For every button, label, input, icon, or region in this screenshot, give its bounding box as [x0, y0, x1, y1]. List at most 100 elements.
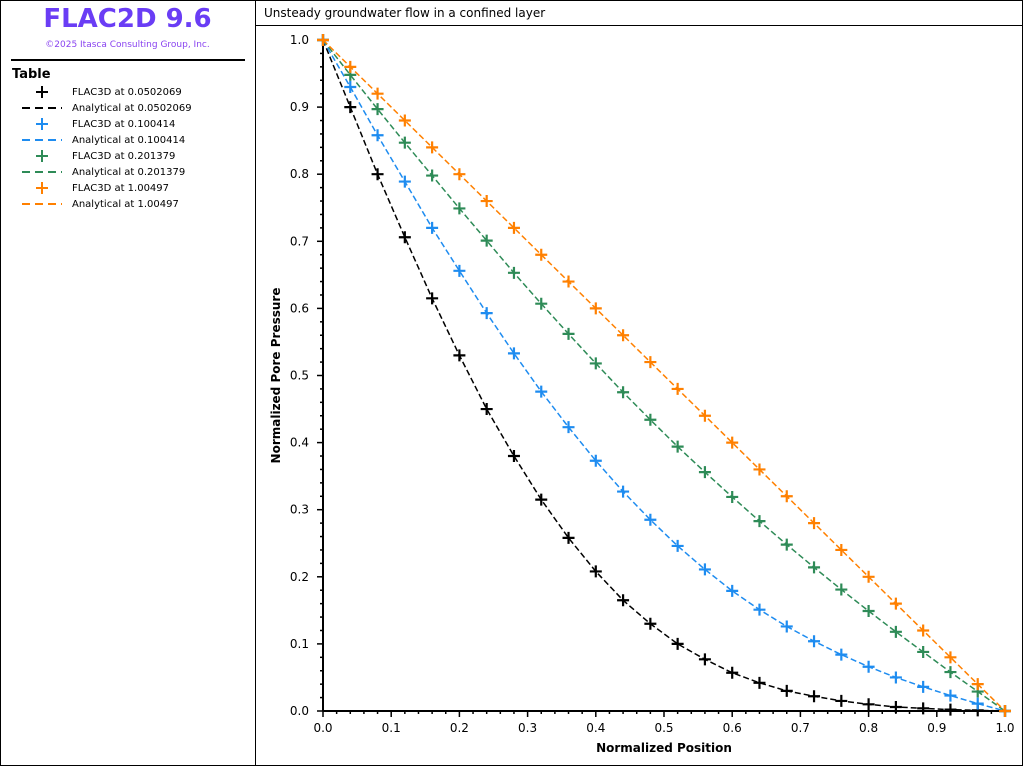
legend-label: FLAC3D at 0.100414 [72, 118, 176, 130]
x-tick-label: 0.9 [927, 721, 946, 735]
plus-marker-icon [36, 86, 48, 98]
data-point [562, 421, 575, 434]
data-point [589, 454, 602, 467]
y-tick-label: 0.7 [290, 234, 309, 248]
data-point [780, 620, 793, 633]
data-point [889, 700, 902, 713]
data-point [453, 264, 466, 277]
y-axis-label: Normalized Pore Pressure [269, 288, 283, 464]
legend-label: FLAC3D at 0.201379 [72, 150, 176, 162]
data-point [862, 698, 875, 711]
legend-item: Analytical at 0.0502069 [18, 100, 192, 116]
data-point [971, 678, 984, 691]
data-point [589, 565, 602, 578]
data-point [535, 248, 548, 261]
data-point [562, 275, 575, 288]
plus-marker-icon [36, 182, 48, 194]
legend-item: FLAC3D at 1.00497 [18, 180, 169, 196]
data-point [562, 327, 575, 340]
data-point [644, 356, 657, 369]
data-point [698, 409, 711, 422]
data-point [398, 231, 411, 244]
y-tick-label: 0.5 [290, 369, 309, 383]
data-point [535, 297, 548, 310]
x-tick-label: 1.0 [995, 721, 1014, 735]
data-point [589, 302, 602, 315]
data-point [917, 680, 930, 693]
data-point [917, 702, 930, 715]
data-point [944, 666, 957, 679]
legend-panel [0, 0, 255, 766]
data-point [426, 141, 439, 154]
data-point [671, 440, 684, 453]
analytical-line [322, 39, 1006, 712]
data-point [726, 490, 739, 503]
data-point [344, 80, 357, 93]
data-point [507, 266, 520, 279]
data-point [480, 307, 493, 320]
dashed-line-icon [22, 203, 62, 205]
legend-item: Analytical at 0.100414 [18, 132, 185, 148]
data-point [589, 357, 602, 370]
y-tick-label: 0.1 [290, 637, 309, 651]
data-point [808, 690, 821, 703]
data-point [398, 136, 411, 149]
divider [11, 59, 245, 61]
data-point [917, 624, 930, 637]
data-point [426, 292, 439, 305]
copyright: ©2025 Itasca Consulting Group, Inc. [45, 40, 210, 50]
data-point [398, 114, 411, 127]
data-point [371, 168, 384, 181]
dashed-line-icon [22, 139, 62, 141]
data-point [644, 413, 657, 426]
data-point [671, 539, 684, 552]
data-point [944, 689, 957, 702]
legend-label: Analytical at 0.201379 [72, 166, 186, 178]
x-tick-label: 0.0 [313, 721, 332, 735]
data-point [999, 705, 1011, 717]
dashed-line-icon [22, 171, 62, 173]
dashed-line-icon [22, 107, 62, 109]
data-point [780, 490, 793, 503]
data-point [753, 603, 766, 616]
data-point [780, 538, 793, 551]
data-point [808, 517, 821, 530]
y-tick-label: 0.8 [290, 167, 309, 181]
x-tick-label: 0.6 [723, 721, 742, 735]
data-point [944, 651, 957, 664]
legend-item: FLAC3D at 0.100414 [18, 116, 175, 132]
data-point [480, 403, 493, 416]
data-point [453, 349, 466, 362]
data-point [917, 645, 930, 658]
legend-label: Analytical at 1.00497 [72, 198, 179, 210]
legend-item: Analytical at 0.201379 [18, 164, 185, 180]
data-point [371, 129, 384, 142]
data-point [453, 168, 466, 181]
data-point [944, 703, 957, 716]
x-tick-label: 0.5 [654, 721, 673, 735]
y-tick-label: 0.9 [290, 100, 309, 114]
data-point [698, 563, 711, 576]
y-tick-label: 1.0 [290, 33, 309, 47]
data-point [644, 513, 657, 526]
data-point [835, 648, 848, 661]
data-point [480, 195, 493, 208]
data-point [753, 515, 766, 528]
divider [256, 25, 1022, 26]
data-point [698, 653, 711, 666]
data-point [698, 466, 711, 479]
y-tick-label: 0.4 [290, 436, 309, 450]
x-tick-label: 0.8 [859, 721, 878, 735]
data-point [971, 697, 984, 710]
data-point [535, 385, 548, 398]
data-point [480, 234, 493, 247]
analytical-line [322, 39, 1006, 712]
data-point [808, 635, 821, 648]
data-point [835, 694, 848, 707]
data-point [753, 463, 766, 476]
data-point [862, 570, 875, 583]
data-point [426, 221, 439, 234]
plus-marker-icon [36, 150, 48, 162]
data-point [562, 531, 575, 544]
